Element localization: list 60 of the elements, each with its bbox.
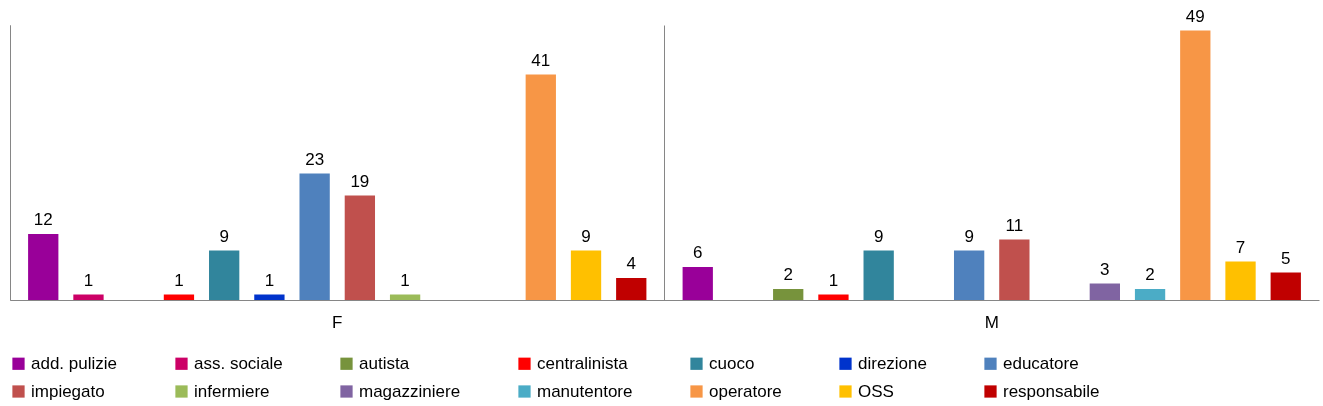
data-label: 9 bbox=[219, 226, 229, 246]
data-label: 9 bbox=[964, 226, 974, 246]
legend-label: add. pulizie bbox=[31, 353, 118, 373]
bar bbox=[254, 294, 285, 300]
bar bbox=[525, 74, 556, 300]
legend-label: centralinista bbox=[537, 353, 629, 373]
bar bbox=[1089, 283, 1120, 300]
data-label: 1 bbox=[400, 270, 410, 290]
data-label: 7 bbox=[1235, 237, 1246, 257]
bar bbox=[682, 267, 713, 300]
legend-label: operatore bbox=[709, 381, 782, 401]
legend-label: impiegato bbox=[31, 381, 105, 401]
data-label: 5 bbox=[1281, 248, 1291, 268]
bar bbox=[1180, 30, 1211, 300]
legend-label: educatore bbox=[1003, 353, 1079, 373]
data-label: 1 bbox=[828, 270, 839, 290]
bar bbox=[616, 278, 647, 300]
bar bbox=[953, 250, 985, 300]
bar bbox=[209, 250, 240, 300]
data-label: 23 bbox=[305, 149, 325, 169]
x-tick-label: F bbox=[332, 312, 343, 332]
data-label: 4 bbox=[626, 254, 636, 273]
data-label: 19 bbox=[350, 171, 370, 191]
bar bbox=[1225, 261, 1256, 300]
x-tick-label: M bbox=[984, 312, 999, 332]
data-label: 2 bbox=[783, 265, 793, 284]
data-label: 49 bbox=[1185, 6, 1205, 26]
bar bbox=[773, 289, 804, 300]
data-label: 41 bbox=[531, 50, 551, 70]
legend-label: direzione bbox=[858, 353, 927, 373]
legend-label: magazziniere bbox=[359, 381, 461, 401]
bar bbox=[299, 173, 330, 300]
data-label: 9 bbox=[581, 226, 591, 246]
legend-label: cuoco bbox=[709, 353, 755, 373]
data-label: 1 bbox=[174, 270, 184, 290]
bar bbox=[389, 294, 421, 300]
bar bbox=[344, 195, 376, 300]
legend-label: responsabile bbox=[1003, 381, 1100, 401]
data-label: 1 bbox=[83, 270, 94, 290]
bar bbox=[163, 294, 195, 300]
bar bbox=[28, 234, 59, 300]
bar bbox=[570, 250, 602, 300]
data-label: 2 bbox=[1145, 265, 1155, 284]
data-label: 1 bbox=[264, 270, 275, 290]
legend-label: infermiere bbox=[194, 381, 270, 401]
bar bbox=[863, 250, 894, 300]
legend-label: manutentore bbox=[537, 381, 633, 401]
data-label: 9 bbox=[873, 226, 884, 246]
legend-label: autista bbox=[359, 353, 410, 373]
legend-label: OSS bbox=[858, 381, 894, 401]
data-label: 6 bbox=[693, 243, 703, 262]
bar bbox=[73, 294, 104, 300]
legend-label: ass. sociale bbox=[194, 353, 283, 373]
bar bbox=[818, 294, 849, 300]
data-label: 3 bbox=[1100, 259, 1110, 279]
bar bbox=[1270, 272, 1301, 300]
bar bbox=[999, 239, 1030, 300]
data-label: 11 bbox=[1005, 215, 1024, 235]
bar bbox=[1134, 289, 1166, 300]
data-label: 12 bbox=[33, 210, 53, 229]
